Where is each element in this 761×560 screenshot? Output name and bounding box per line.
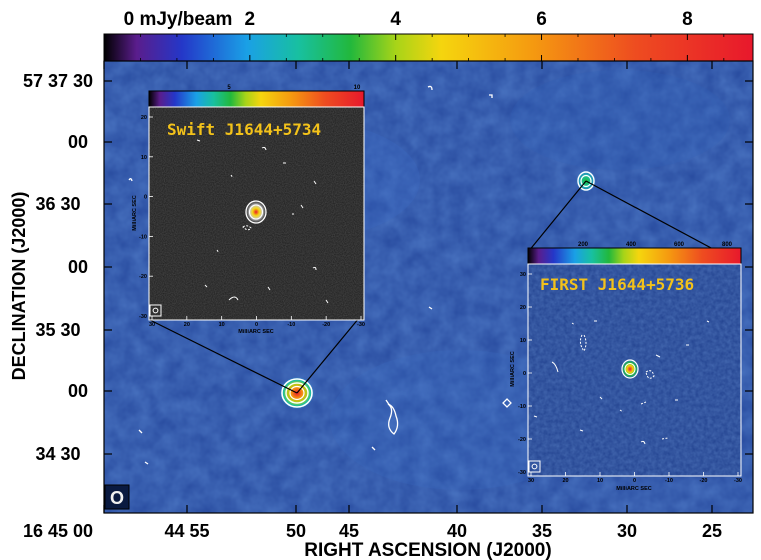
inset-x-tick-label: 30 [528, 478, 534, 484]
inset-first-x-ticks: 30 20 10 0 -10 -20 -30 [528, 472, 742, 484]
inset-first-colorbar-tick: 800 [722, 242, 733, 248]
inset-swift: 5 10 Swift J1644+5734 30 [132, 85, 365, 335]
x-tick-label: 16 45 00 [23, 521, 93, 541]
inset-swift-source [245, 200, 267, 224]
y-tick-label: 35 30 [35, 320, 80, 340]
inset-y-tick-label: 10 [141, 155, 147, 161]
inset-y-tick-label: 30 [520, 272, 526, 278]
y-tick-label: 57 37 30 [23, 71, 93, 91]
inset-first-title: FIRST J1644+5736 [540, 275, 694, 294]
inset-y-tick-label: -20 [139, 274, 147, 280]
inset-x-tick-label: -20 [322, 322, 330, 328]
x-tick-label: 35 [532, 521, 552, 541]
y-tick-label: 34 30 [35, 444, 80, 464]
inset-x-tick-label: -30 [734, 478, 742, 484]
main-colorbar: 0 mJy/beam 2 4 6 8 [103, 9, 754, 62]
inset-x-tick-label: 10 [219, 322, 225, 328]
inset-y-tick-label: -30 [139, 314, 147, 320]
x-tick-label: 50 [286, 521, 306, 541]
inset-swift-y-label: MilliARC SEC [132, 195, 138, 230]
inset-x-tick-label: 10 [597, 478, 603, 484]
inset-x-tick-label: 30 [149, 322, 155, 328]
y-tick-label: 00 [68, 257, 88, 277]
inset-first-y-ticks: 30 20 10 0 -10 -20 -30 [518, 272, 532, 476]
beam-marker: O [104, 484, 130, 510]
inset-swift-colorbar-tick: 5 [227, 85, 231, 91]
inset-y-tick-label: 10 [520, 338, 526, 344]
colorbar-labels: 0 mJy/beam 2 4 6 8 [124, 9, 693, 30]
main-x-ticks: 16 45 00 44 55 50 45 40 35 30 25 [23, 61, 722, 541]
inset-first: 200 400 600 800 FIRST J1644+5736 [510, 242, 742, 492]
inset-first-y-label: MilliARC SEC [510, 351, 516, 386]
inset-x-tick-label: 20 [184, 322, 190, 328]
inset-swift-x-ticks: 30 20 10 0 -10 -20 -30 [149, 316, 365, 328]
inset-y-tick-label: -10 [139, 234, 147, 240]
inset-swift-x-label: MilliARC SEC [238, 329, 273, 335]
beam-label: O [110, 488, 124, 508]
x-tick-label: 44 55 [164, 521, 209, 541]
inset-y-tick-label: -10 [518, 404, 526, 410]
y-tick-label: 00 [68, 132, 88, 152]
x-tick-label: 30 [617, 521, 637, 541]
inset-x-tick-label: 0 [633, 478, 636, 484]
inset-y-tick-label: -30 [518, 470, 526, 476]
inset-y-tick-label: -20 [518, 437, 526, 443]
noise-contours-main [128, 85, 512, 465]
y-tick-label: 36 30 [35, 194, 80, 214]
colorbar-label: 4 [390, 9, 401, 30]
colorbar-gradient [104, 34, 753, 61]
x-axis-label: RIGHT ASCENSION (J2000) [304, 540, 551, 560]
colorbar-label: 8 [682, 9, 693, 30]
inset-x-tick-label: 20 [562, 478, 568, 484]
inset-y-tick-label: 0 [523, 371, 526, 377]
inset-x-tick-label: -30 [357, 322, 365, 328]
inset-y-tick-label: 20 [520, 305, 526, 311]
inset-swift-colorbar-tick: 10 [354, 85, 361, 91]
inset-first-colorbar-tick: 600 [674, 242, 685, 248]
inset-x-tick-label: -20 [700, 478, 708, 484]
y-axis-label: DECLINATION (J2000) [9, 192, 29, 381]
inset-x-tick-label: 0 [255, 322, 258, 328]
inset-swift-y-ticks: 20 10 0 -10 -20 -30 [139, 115, 153, 320]
x-tick-label: 45 [339, 521, 359, 541]
inset-y-tick-label: 0 [144, 195, 147, 201]
inset-first-noise-contours [533, 320, 710, 445]
y-tick-label: 00 [68, 381, 88, 401]
inset-first-x-label: MilliARC SEC [616, 486, 651, 492]
inset-swift-noise-contours [196, 139, 329, 304]
inset-y-tick-label: 20 [141, 115, 147, 121]
colorbar-label: 6 [536, 9, 547, 30]
inset-x-tick-label: -10 [287, 322, 295, 328]
colorbar-label: 2 [245, 9, 256, 30]
inset-x-tick-label: -10 [665, 478, 673, 484]
inset-first-colorbar-tick: 200 [578, 242, 589, 248]
inset-first-colorbar-tick: 400 [626, 242, 637, 248]
x-tick-label: 40 [447, 521, 467, 541]
x-tick-label: 25 [702, 521, 722, 541]
inset-first-source [621, 359, 639, 379]
colorbar-label: 0 mJy/beam [124, 9, 233, 30]
inset-swift-title: Swift J1644+5734 [167, 120, 321, 139]
